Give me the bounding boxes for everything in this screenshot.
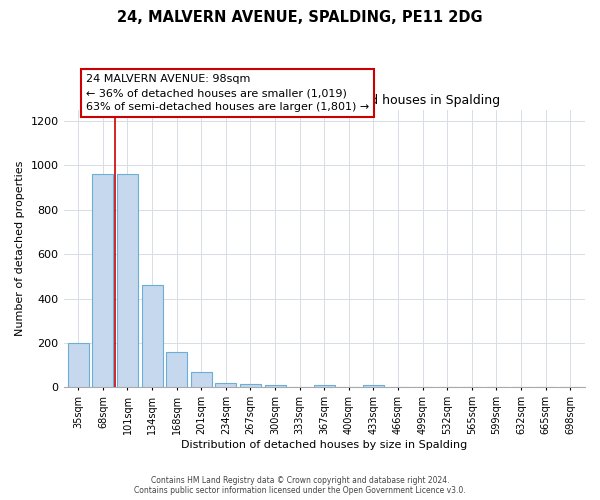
Bar xyxy=(92,174,113,388)
Bar xyxy=(142,286,163,388)
Bar xyxy=(68,343,89,388)
Title: Size of property relative to detached houses in Spalding: Size of property relative to detached ho… xyxy=(148,94,500,108)
Text: 24, MALVERN AVENUE, SPALDING, PE11 2DG: 24, MALVERN AVENUE, SPALDING, PE11 2DG xyxy=(117,10,483,25)
Bar xyxy=(215,382,236,388)
Bar xyxy=(191,372,212,388)
Bar xyxy=(314,384,335,388)
Text: 24 MALVERN AVENUE: 98sqm
← 36% of detached houses are smaller (1,019)
63% of sem: 24 MALVERN AVENUE: 98sqm ← 36% of detach… xyxy=(86,74,369,112)
Bar xyxy=(240,384,261,388)
Y-axis label: Number of detached properties: Number of detached properties xyxy=(15,161,25,336)
Bar xyxy=(265,384,286,388)
Text: Contains HM Land Registry data © Crown copyright and database right 2024.
Contai: Contains HM Land Registry data © Crown c… xyxy=(134,476,466,495)
Bar xyxy=(166,352,187,388)
X-axis label: Distribution of detached houses by size in Spalding: Distribution of detached houses by size … xyxy=(181,440,467,450)
Bar xyxy=(363,384,384,388)
Bar xyxy=(117,174,138,388)
